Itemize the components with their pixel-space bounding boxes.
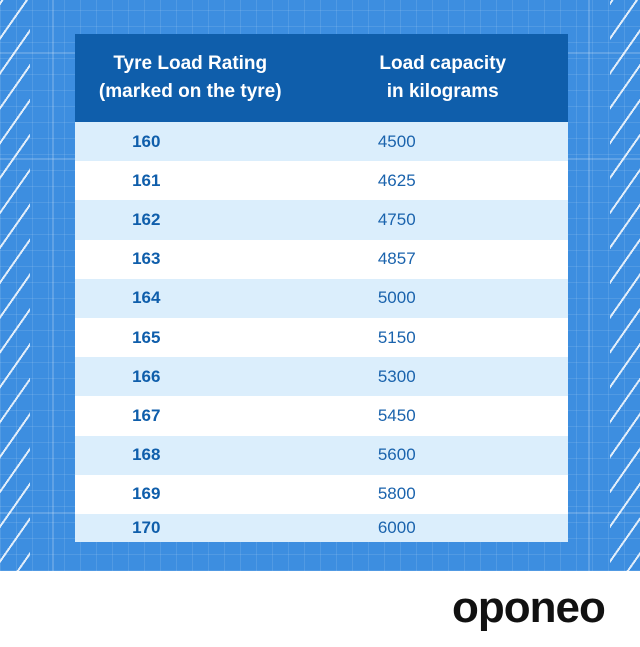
header-line: (marked on the tyre) (98, 81, 282, 102)
table-row: 163 4857 (75, 239, 568, 279)
table-row: 160 4500 (75, 122, 568, 162)
rating-cell: 160 (132, 131, 161, 151)
header-load-rating: Tyre Load Rating (marked on the tyre) (75, 50, 314, 106)
capacity-cell: 5000 (377, 288, 416, 308)
table-row: 167 5450 (75, 396, 568, 436)
header-line: in kilograms (386, 81, 499, 102)
capacity-cell: 5300 (377, 366, 416, 386)
rating-cell: 161 (132, 170, 161, 190)
rating-cell: 164 (132, 288, 161, 308)
capacity-cell: 4750 (377, 209, 416, 229)
table-row: 165 5150 (75, 317, 568, 358)
header-line: Load capacity (379, 53, 507, 74)
rating-cell: 162 (132, 209, 161, 229)
table-row: 170 6000 (75, 513, 568, 542)
capacity-cell: 4857 (377, 249, 416, 269)
capacity-cell: 5150 (377, 327, 416, 347)
capacity-cell: 4500 (377, 131, 416, 151)
table-row: 166 5300 (75, 357, 568, 397)
table-row: 164 5000 (75, 278, 568, 318)
rating-cell: 169 (132, 484, 161, 504)
capacity-cell: 5600 (377, 445, 416, 465)
rating-cell: 165 (132, 327, 161, 347)
table-row: 169 5800 (75, 474, 568, 514)
capacity-cell: 4625 (377, 170, 416, 190)
blueprint-background: Tyre Load Rating (marked on the tyre) Lo… (0, 0, 640, 571)
table-header: Tyre Load Rating (marked on the tyre) Lo… (75, 34, 568, 122)
rating-cell: 168 (132, 445, 161, 465)
rating-cell: 166 (132, 366, 161, 386)
table-body: 160 4500 161 4625 162 4750 163 4857 164 5000 … (75, 122, 568, 542)
table-row: 162 4750 (75, 200, 568, 240)
grid-line (52, 0, 54, 571)
oponeo-logo: oponeo (452, 583, 606, 632)
header-load-capacity: Load capacity in kilograms (320, 50, 567, 106)
header-line: Tyre Load Rating (113, 53, 268, 74)
rating-cell: 170 (132, 517, 161, 537)
table-row: 168 5600 (75, 435, 568, 475)
grid-line (588, 0, 590, 571)
hatch-pattern-left (0, 0, 30, 571)
capacity-cell: 5800 (377, 484, 416, 504)
rating-cell: 163 (132, 249, 161, 269)
table-row: 161 4625 (75, 161, 568, 201)
capacity-cell: 6000 (377, 517, 416, 537)
rating-cell: 167 (132, 405, 161, 425)
capacity-cell: 5450 (377, 405, 416, 425)
load-rating-table: Tyre Load Rating (marked on the tyre) Lo… (75, 34, 568, 542)
hatch-pattern-right (610, 0, 640, 571)
